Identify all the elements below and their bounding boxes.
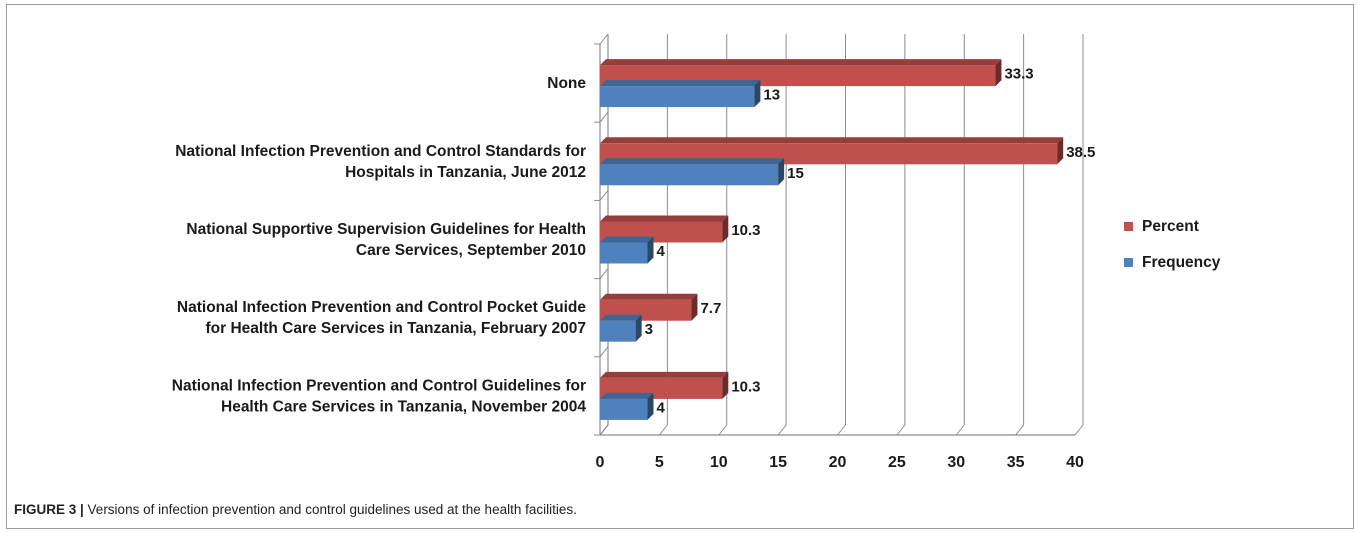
category-label: for Health Care Services in Tanzania, Fe… [206,320,586,337]
bar-top-face [600,392,654,399]
x-tick-label: 0 [596,454,605,471]
gridline-floor [955,424,965,436]
legend-swatch [1124,222,1133,231]
gridline-floor [896,424,906,436]
data-label: 3 [645,321,653,338]
category-label: None [547,75,586,92]
caption-text: Versions of infection prevention and con… [83,502,577,517]
data-label: 38.5 [1066,144,1095,161]
x-tick-label: 10 [710,454,728,471]
x-tick-label: 35 [1007,454,1025,471]
x-tick-label: 15 [769,454,787,471]
data-label: 10.3 [731,222,760,239]
x-tick-label: 5 [655,454,664,471]
caption-label: FIGURE 3 | [14,502,84,517]
data-label: 15 [787,165,804,182]
bar-end-face [1057,137,1064,165]
bar-top-face [600,59,1002,66]
category-label: National Supportive Supervision Guidelin… [186,221,586,238]
data-label: 33.3 [1004,66,1033,83]
bar [600,164,779,186]
bar-top-face [600,371,729,378]
gridline-floor [777,424,787,436]
bar [600,86,755,108]
gridline-floor [658,424,668,436]
category-label: National Infection Prevention and Contro… [172,377,586,394]
category-label: Health Care Services in Tanzania, Novemb… [221,398,586,415]
wall-category-divider [599,111,609,123]
bar-end-face [722,215,729,243]
bar-end-face [647,236,654,264]
gridline-floor [837,424,846,436]
bar-top-face [600,158,785,165]
chart-bars [600,59,1064,420]
bar-end-face [691,293,698,321]
bar-top-face [600,215,729,222]
x-tick-label: 30 [947,454,965,471]
bar-end-face [995,59,1002,87]
wall-category-divider [599,33,609,45]
data-label: 7.7 [700,300,721,317]
bar-end-face [635,314,642,342]
bar-end-face [722,371,729,399]
category-label: Hospitals in Tanzania, June 2012 [345,164,586,181]
data-label: 13 [763,87,780,104]
category-label: National Infection Prevention and Contro… [175,143,586,160]
legend-label: Percent [1142,218,1199,235]
bar-end-face [647,392,654,420]
bar [600,320,636,342]
wall-category-divider [599,424,609,436]
data-label: 4 [657,399,666,416]
legend-swatch [1124,258,1133,267]
wall-category-divider [599,190,609,201]
bar-top-face [600,314,642,321]
figure-caption: FIGURE 3 | Versions of infection prevent… [14,502,577,517]
x-tick-label: 25 [888,454,906,471]
x-tick-label: 20 [829,454,847,471]
bar-top-face [600,137,1064,144]
bar-end-face [778,158,785,186]
category-label: National Infection Prevention and Contro… [177,299,586,316]
chart-legend: Percent Frequency [1124,218,1221,271]
category-label: Care Services, September 2010 [356,242,586,259]
x-tick-label: 40 [1066,454,1084,471]
gridline-floor [718,424,728,436]
gridline-floor [1015,424,1025,436]
chart-labels: 0 5 10 15 20 25 30 35 40 33.3 13 None 38.5 15 National… [172,66,1096,471]
bar-top-face [600,293,698,300]
gridline-floor [1074,424,1084,436]
bar-top-face [600,236,654,243]
wall-category-divider [599,346,609,358]
bar [600,242,648,264]
wall-category-divider [599,268,609,279]
legend-label: Frequency [1142,254,1221,271]
bar-top-face [600,80,761,87]
data-label: 10.3 [731,378,760,395]
bar [600,398,648,420]
data-label: 4 [657,243,666,260]
bar-end-face [754,80,761,108]
